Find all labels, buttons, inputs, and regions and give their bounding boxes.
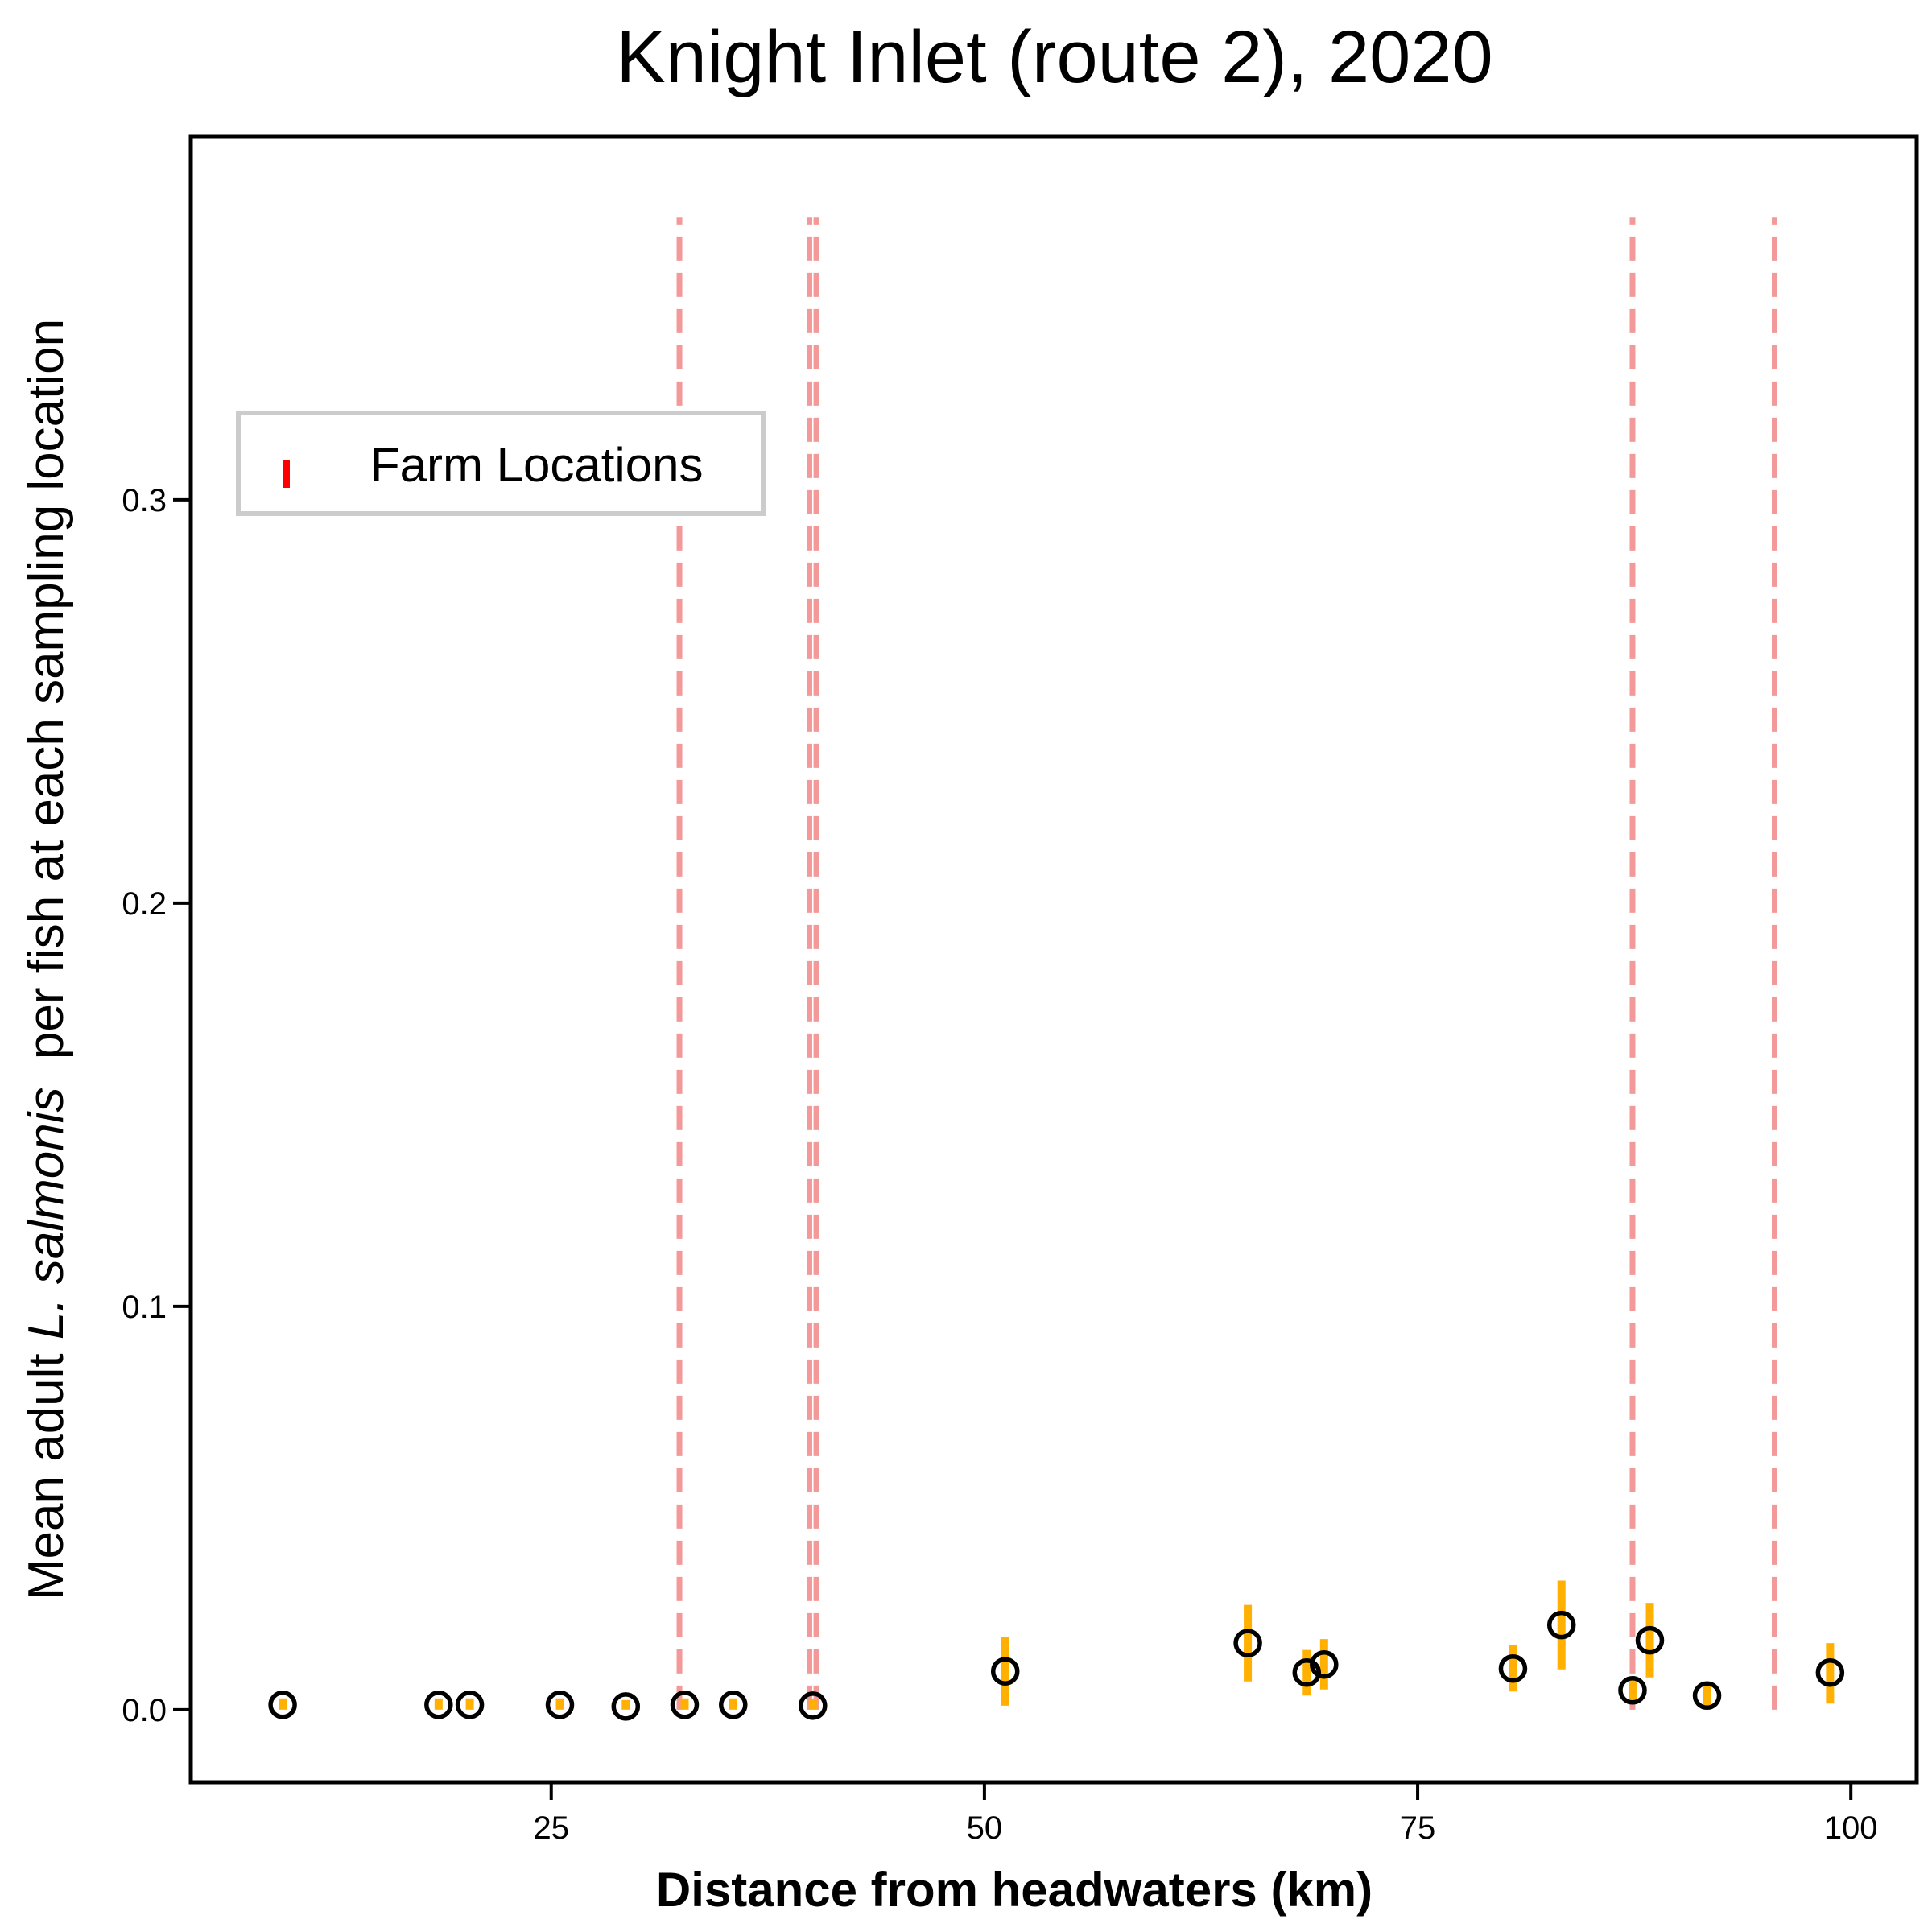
data-point-14: [1618, 1676, 1647, 1705]
x-tick-label-0: 25: [533, 1810, 569, 1846]
legend-box: [236, 411, 766, 516]
x-axis: 25 50 75 100: [533, 1782, 1878, 1846]
x-tick-label-1: 50: [967, 1810, 1003, 1846]
data-point-6: [719, 1690, 748, 1719]
y-axis: 0.0 0.1 0.2 0.3: [122, 483, 191, 1728]
y-tick-label-1: 0.1: [122, 1290, 167, 1325]
data-point-12: [1498, 1653, 1528, 1683]
data-point-9: [1233, 1629, 1262, 1657]
data-point-15: [1635, 1625, 1665, 1655]
data-point-17: [1815, 1657, 1845, 1687]
y-tick-label-2: 0.2: [122, 886, 167, 922]
farm-lines: [676, 217, 1777, 1710]
y-axis-label-prefix: Mean adult: [19, 1340, 74, 1600]
data-point-0: [268, 1690, 297, 1719]
y-tick-label-0: 0.0: [122, 1693, 167, 1728]
data-point-2: [455, 1690, 485, 1719]
plot-frame: [188, 134, 1919, 1785]
x-tick-label-3: 100: [1824, 1810, 1878, 1846]
x-axis-label: Distance from headwaters (km): [656, 1863, 1373, 1917]
plot-area: [268, 217, 1845, 1721]
data-point-3: [545, 1690, 575, 1719]
data-point-4: [611, 1692, 641, 1721]
y-axis-label-species: L. salmonis: [19, 1088, 74, 1340]
y-axis-label: Mean adult L. salmonis per fish at each …: [19, 319, 74, 1600]
data-point-10: [1292, 1657, 1322, 1687]
data-points: [268, 1610, 1845, 1721]
x-tick-label-2: 75: [1400, 1810, 1436, 1846]
legend-marker-farm-locations: [283, 460, 290, 488]
error-bars: [279, 1580, 1835, 1710]
data-point-16: [1692, 1681, 1722, 1711]
legend-label-farm-locations: Farm Locations: [370, 438, 704, 492]
data-point-7: [799, 1691, 828, 1720]
legend: Farm Locations: [236, 411, 766, 516]
data-point-1: [424, 1690, 453, 1719]
data-point-13: [1546, 1610, 1576, 1640]
data-point-11: [1310, 1649, 1339, 1679]
y-axis-label-suffix: per fish at each sampling location: [19, 319, 74, 1088]
data-point-5: [670, 1690, 700, 1719]
data-point-8: [990, 1657, 1020, 1686]
y-tick-label-3: 0.3: [122, 483, 167, 518]
chart-title: Knight Inlet (route 2), 2020: [616, 16, 1492, 98]
